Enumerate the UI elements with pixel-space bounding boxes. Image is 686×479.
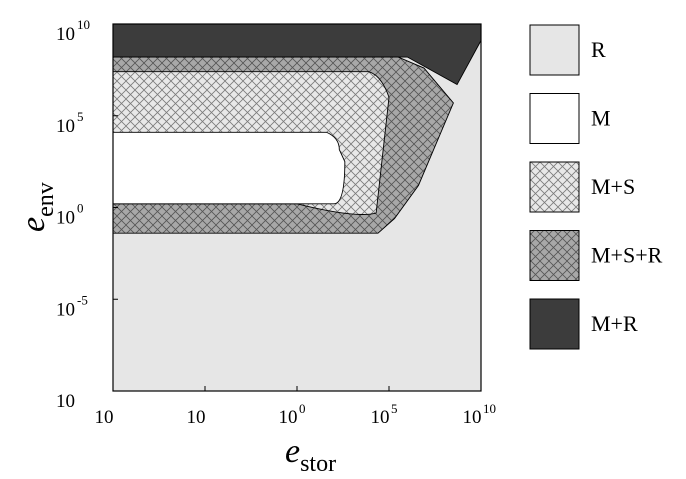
- legend-swatch-m-s-r: [529, 230, 580, 281]
- y-tick-exponent: 10: [77, 17, 90, 32]
- legend-label-m-s-r: M+S+R: [591, 243, 663, 268]
- y-axis-title: eenv: [15, 182, 59, 232]
- legend-label-r: R: [591, 37, 606, 62]
- legend-swatch-m-s: [529, 161, 580, 213]
- legend-label-m: M: [591, 106, 611, 131]
- x-axis-ticks: 10 10 10 0 10 5 10 10: [95, 386, 496, 428]
- x-tick-label: 10: [187, 407, 206, 428]
- y-tick-label: 10: [56, 299, 75, 320]
- region-layer: [113, 24, 481, 234]
- y-tick-label: 10: [56, 116, 75, 137]
- region-m: [113, 131, 346, 205]
- legend-label-m-s: M+S: [591, 174, 635, 199]
- x-axis-title-main: e: [285, 433, 300, 470]
- y-tick-exponent: -5: [77, 292, 88, 307]
- legend-swatch-r: [529, 24, 580, 76]
- x-tick-label: 10: [371, 407, 390, 428]
- y-tick-label: 10: [56, 24, 75, 45]
- y-tick-label: 10: [56, 208, 75, 229]
- x-tick-exponent: 10: [483, 401, 496, 416]
- y-tick-exponent: 0: [77, 201, 84, 216]
- region-m-r: [113, 24, 481, 86]
- y-axis-title-sub: env: [33, 182, 59, 217]
- y-tick-exponent: 5: [77, 109, 84, 124]
- legend-label-m-r: M+R: [591, 311, 638, 336]
- x-tick-exponent: 0: [299, 401, 306, 416]
- x-tick-label: 10: [95, 407, 114, 428]
- legend-swatch-m-r: [529, 298, 580, 350]
- x-axis-title-sub: stor: [300, 451, 336, 477]
- y-tick-label: 10: [56, 391, 75, 412]
- x-axis-title: estor: [285, 433, 336, 477]
- x-tick-exponent: 5: [391, 401, 398, 416]
- x-tick-label: 10: [279, 407, 298, 428]
- y-axis-title-main: e: [15, 217, 52, 232]
- x-tick-label: 10: [463, 407, 482, 428]
- legend-swatch-m: [529, 93, 580, 144]
- legend: R M M+S M+S+R M+R: [529, 24, 663, 350]
